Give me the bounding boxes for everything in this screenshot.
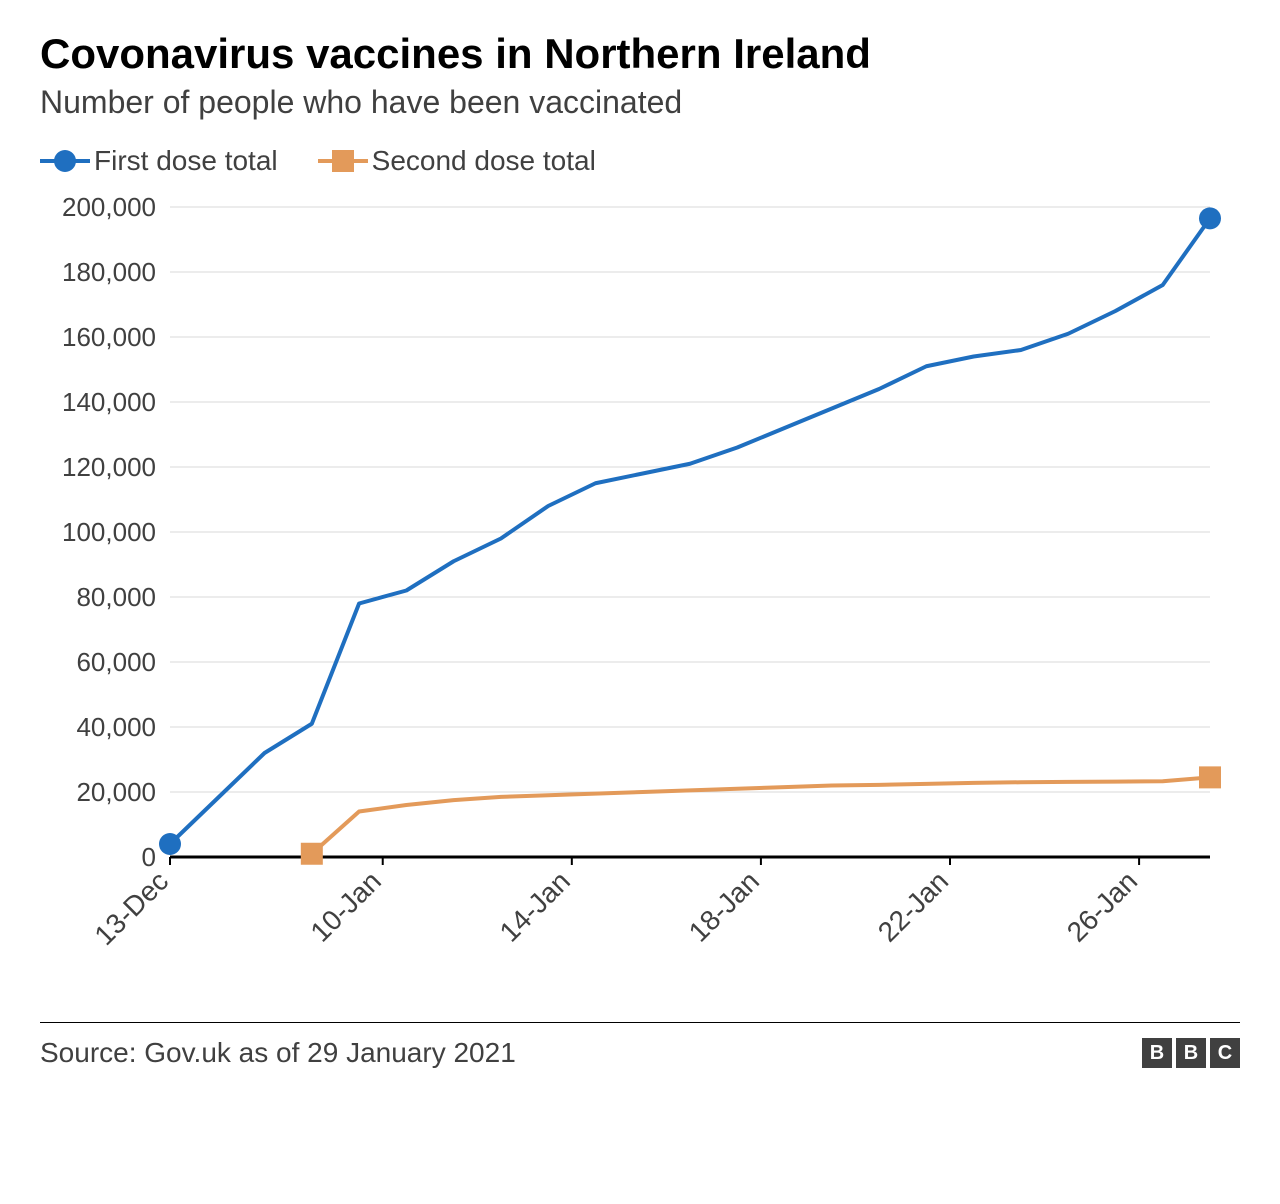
chart-svg: 020,00040,00060,00080,000100,000120,0001… (40, 197, 1240, 977)
svg-text:26-Jan: 26-Jan (1061, 865, 1143, 947)
chart-plot: 020,00040,00060,00080,000100,000120,0001… (40, 197, 1240, 982)
svg-text:18-Jan: 18-Jan (683, 865, 765, 947)
legend-label: First dose total (94, 145, 278, 177)
legend-item: First dose total (40, 145, 278, 177)
bbc-logo: BBC (1142, 1038, 1240, 1068)
svg-text:100,000: 100,000 (62, 517, 156, 547)
svg-text:13-Dec: 13-Dec (88, 865, 174, 951)
svg-text:180,000: 180,000 (62, 257, 156, 287)
bbc-logo-letter: B (1142, 1038, 1172, 1068)
svg-text:140,000: 140,000 (62, 387, 156, 417)
chart-subtitle: Number of people who have been vaccinate… (40, 84, 1240, 121)
svg-text:10-Jan: 10-Jan (305, 865, 387, 947)
legend-item: Second dose total (318, 145, 596, 177)
chart-legend: First dose total Second dose total (40, 145, 1240, 177)
footer-rule (40, 1022, 1240, 1023)
source-text: Source: Gov.uk as of 29 January 2021 (40, 1037, 516, 1069)
svg-text:60,000: 60,000 (76, 647, 156, 677)
svg-text:40,000: 40,000 (76, 712, 156, 742)
svg-text:80,000: 80,000 (76, 582, 156, 612)
bbc-logo-letter: B (1176, 1038, 1206, 1068)
legend-label: Second dose total (372, 145, 596, 177)
chart-title: Covonavirus vaccines in Northern Ireland (40, 30, 1240, 78)
svg-text:14-Jan: 14-Jan (494, 865, 576, 947)
bbc-logo-letter: C (1210, 1038, 1240, 1068)
chart-container: Covonavirus vaccines in Northern Ireland… (0, 0, 1280, 1109)
chart-footer: Source: Gov.uk as of 29 January 2021 BBC (40, 1037, 1240, 1089)
svg-text:20,000: 20,000 (76, 777, 156, 807)
legend-marker (40, 149, 90, 173)
svg-text:160,000: 160,000 (62, 322, 156, 352)
svg-text:120,000: 120,000 (62, 452, 156, 482)
svg-text:22-Jan: 22-Jan (872, 865, 954, 947)
svg-text:200,000: 200,000 (62, 197, 156, 222)
legend-marker (318, 149, 368, 173)
